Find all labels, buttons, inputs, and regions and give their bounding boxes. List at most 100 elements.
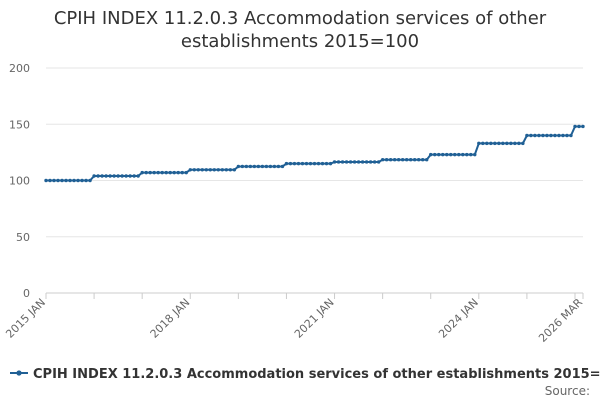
data-point (284, 161, 289, 166)
data-point (132, 174, 136, 178)
data-point (573, 124, 577, 129)
data-point (176, 170, 180, 175)
data-point (60, 178, 64, 183)
x-tick-label: 2018 JAN (148, 296, 193, 341)
data-point (348, 160, 353, 164)
y-tick-label: 100 (9, 175, 30, 188)
y-tick-label: 200 (9, 62, 30, 75)
data-point (569, 133, 573, 138)
data-point (232, 168, 237, 172)
data-point (96, 174, 100, 178)
data-point (388, 157, 393, 162)
legend[interactable]: CPIH INDEX 11.2.0.3 Accommodation servic… (10, 367, 600, 382)
data-point (168, 170, 172, 175)
x-tick-label: 2015 JAN (3, 296, 48, 341)
data-point (533, 133, 537, 138)
data-point (437, 152, 441, 157)
data-point (485, 141, 489, 146)
data-point (368, 160, 373, 164)
data-point (160, 170, 164, 175)
data-point (136, 174, 140, 178)
data-point (320, 161, 325, 166)
data-point (104, 174, 108, 178)
data-point (581, 124, 585, 129)
data-point (296, 161, 301, 166)
data-point (108, 174, 112, 178)
data-point (465, 152, 469, 157)
data-point (292, 161, 297, 166)
data-point (84, 178, 88, 183)
data-point (244, 164, 249, 169)
data-point (256, 164, 261, 169)
data-point (469, 152, 473, 157)
data-point (72, 178, 76, 183)
data-point (501, 141, 505, 146)
data-point (517, 141, 521, 146)
data-point (248, 164, 253, 169)
data-point (505, 141, 509, 146)
data-point (404, 157, 409, 162)
data-point (280, 164, 285, 169)
series-line (46, 125, 583, 182)
legend-marker-icon (16, 370, 22, 376)
data-point (477, 141, 481, 146)
data-point (184, 170, 188, 175)
data-point (529, 133, 533, 138)
data-point (461, 152, 465, 157)
data-point (224, 168, 229, 172)
data-point (360, 160, 365, 164)
data-point (372, 160, 377, 164)
x-axis: 2015 JAN 2018 JAN 2021 JAN 2024 JAN 2026 MAR (3, 292, 585, 345)
data-point (100, 174, 104, 178)
chart-title-line-1: CPIH INDEX 11.2.0.3 Accommodation servic… (54, 8, 547, 29)
data-point (152, 170, 156, 175)
data-point (164, 170, 168, 175)
data-point (425, 157, 429, 162)
data-point (408, 157, 413, 162)
data-point (497, 141, 501, 146)
data-point (76, 178, 80, 183)
data-point (396, 157, 401, 162)
data-point (236, 164, 241, 169)
data-point (56, 178, 60, 183)
data-point (240, 164, 245, 169)
data-point (553, 133, 557, 138)
data-point (196, 168, 200, 172)
data-point (525, 133, 529, 138)
data-point (453, 152, 457, 157)
gridlines (46, 67, 583, 294)
data-point (340, 160, 345, 164)
legend-label[interactable]: CPIH INDEX 11.2.0.3 Accommodation servic… (33, 367, 600, 382)
data-point (332, 160, 337, 164)
data-point (481, 141, 485, 146)
data-point (212, 168, 217, 172)
data-point (188, 168, 192, 172)
data-point (561, 133, 565, 138)
data-point (204, 168, 208, 172)
data-point (268, 164, 273, 169)
data-point (52, 178, 56, 183)
data-point (208, 168, 213, 172)
data-point (112, 174, 116, 178)
data-point (445, 152, 449, 157)
data-point (300, 161, 305, 166)
y-tick-label: 150 (9, 118, 30, 131)
data-point (308, 161, 313, 166)
data-point (421, 157, 425, 162)
data-point (376, 160, 381, 164)
x-tick-label: 2026 MAR (536, 296, 585, 345)
data-point (541, 133, 545, 138)
y-axis: 0 50 100 150 200 (9, 62, 30, 300)
data-point (380, 157, 385, 162)
data-point (433, 152, 437, 157)
data-point (80, 178, 84, 183)
data-point (537, 133, 541, 138)
chart-title: CPIH INDEX 11.2.0.3 Accommodation servic… (54, 8, 547, 52)
data-point (312, 161, 317, 166)
data-point (200, 168, 204, 172)
data-point (577, 124, 581, 129)
data-point (192, 168, 196, 172)
x-tick-label: 2024 JAN (436, 296, 481, 341)
data-point (124, 174, 128, 178)
